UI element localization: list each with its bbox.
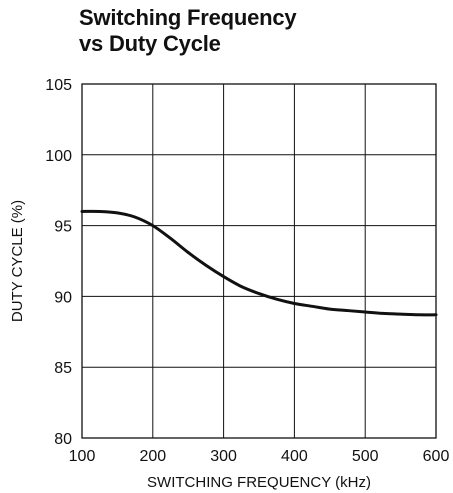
duty-cycle-curve — [80, 209, 438, 317]
plot-frame — [81, 83, 437, 439]
y-tick-label: 100 — [45, 148, 72, 165]
chart-title: Switching Frequency vs Duty Cycle — [79, 5, 399, 57]
y-axis-label: DUTY CYCLE (%) — [9, 200, 26, 322]
y-tick-label: 80 — [54, 431, 72, 448]
grid — [81, 83, 437, 439]
x-tick-label: 200 — [139, 448, 166, 465]
y-tick-label: 95 — [54, 219, 72, 236]
x-tick-label: 300 — [210, 448, 237, 465]
chart-title-line-2: vs Duty Cycle — [79, 31, 221, 56]
y-tick-label: 105 — [45, 77, 72, 94]
y-tick-label: 85 — [54, 360, 72, 377]
x-tick-label: 500 — [352, 448, 379, 465]
y-tick-labels: 80 85 90 95 100 105 — [45, 77, 72, 448]
series-layer — [80, 209, 438, 317]
x-tick-label: 400 — [281, 448, 308, 465]
x-tick-label: 100 — [69, 448, 96, 465]
y-tick-label: 90 — [54, 289, 72, 306]
x-tick-labels: 100 200 300 400 500 600 — [69, 448, 450, 465]
chart-title-line-1: Switching Frequency — [79, 5, 297, 30]
x-axis-label: SWITCHING FREQUENCY (kHz) — [147, 474, 371, 491]
x-tick-label: 600 — [423, 448, 450, 465]
